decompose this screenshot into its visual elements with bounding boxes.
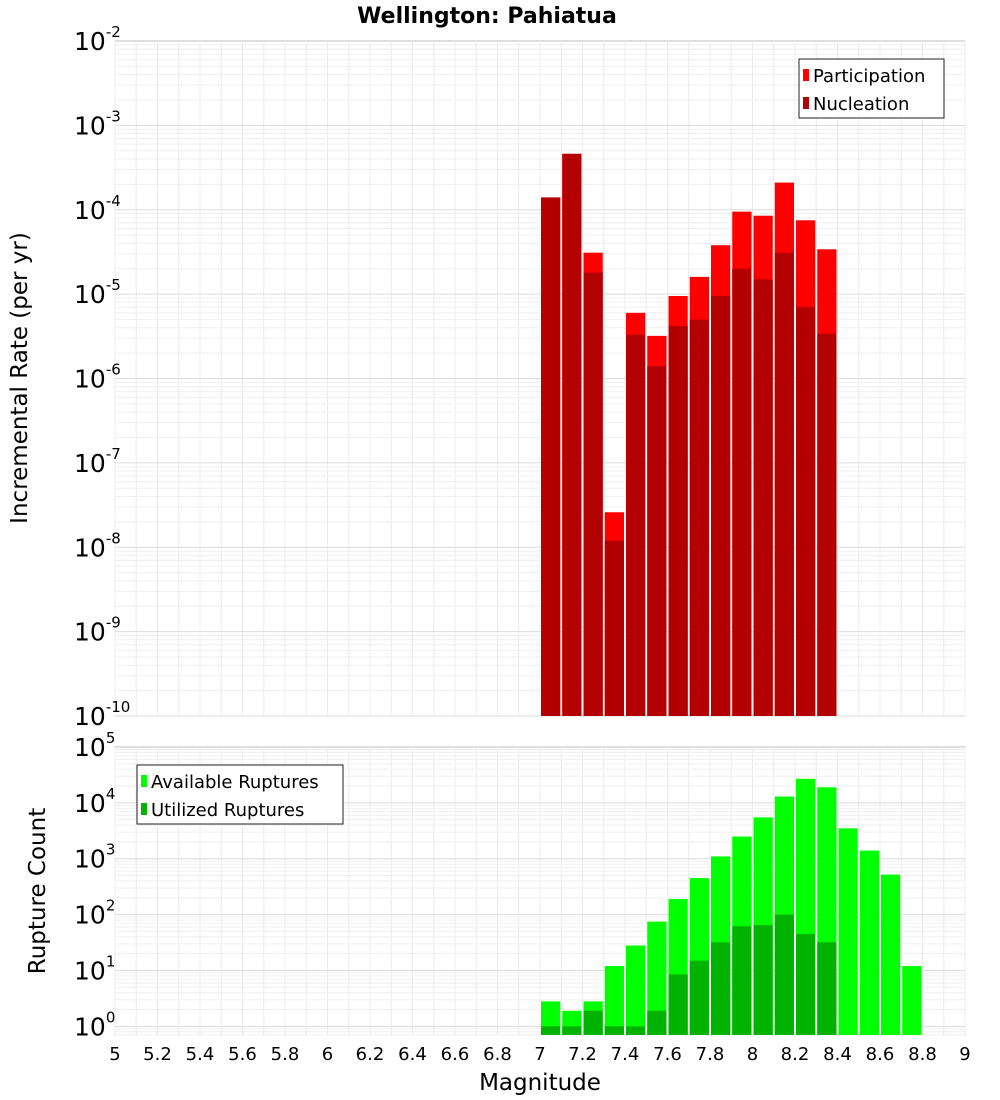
x-tick-label: 7.8: [696, 1044, 725, 1065]
legend-swatch: [803, 69, 809, 81]
x-tick-label: 6.2: [356, 1044, 385, 1065]
bar-utilized-ruptures: [562, 1026, 582, 1035]
top-panel: 10-10 10-9 10-8 10-7 10-6 10-5 10-4 10-3 10-2 In…: [7, 23, 966, 731]
bottom-gridlines: [114, 747, 966, 1036]
y-tick-label: 10-9: [74, 614, 121, 647]
bottom-bars: [541, 778, 922, 1035]
bar-nucleation: [562, 153, 582, 716]
y-tick-label: 105: [74, 729, 115, 762]
bar-nucleation: [541, 197, 561, 717]
bar-available-ruptures: [881, 874, 901, 1035]
bar-available-ruptures: [626, 945, 646, 1035]
x-tick-label: 6: [322, 1044, 333, 1065]
legend-entry: Nucleation: [813, 94, 909, 115]
bottom-y-axis-label: Rupture Count: [25, 808, 51, 974]
top-y-tick-labels: 10-10 10-9 10-8 10-7 10-6 10-5 10-4 10-3 10-2: [74, 23, 130, 731]
x-tick-label: 7.6: [653, 1044, 682, 1065]
bar-utilized-ruptures: [732, 926, 752, 1035]
bar-utilized-ruptures: [604, 1026, 624, 1035]
bar-nucleation: [626, 334, 646, 716]
bar-nucleation: [668, 325, 688, 716]
y-tick-label: 102: [74, 897, 115, 930]
bar-available-ruptures: [838, 828, 858, 1035]
y-tick-label: 10-4: [74, 192, 121, 225]
legend-swatch: [141, 803, 147, 815]
bar-available-ruptures: [604, 966, 624, 1035]
top-legend: Participation Nucleation: [798, 58, 945, 119]
x-tick-label: 6.4: [398, 1044, 427, 1065]
x-tick-label: 7.4: [611, 1044, 640, 1065]
x-tick-label: 5.8: [271, 1044, 300, 1065]
x-tick-label: 7.2: [568, 1044, 597, 1065]
bar-available-ruptures: [859, 850, 879, 1035]
bar-utilized-ruptures: [774, 914, 794, 1035]
bar-nucleation: [774, 252, 794, 716]
bar-utilized-ruptures: [668, 974, 688, 1035]
bottom-panel: 100 101 102 103 104 105 Rupture Count 5 5.2 5.4…: [25, 729, 971, 1096]
y-tick-label: 10-10: [74, 698, 130, 731]
x-tick-label: 5.6: [228, 1044, 257, 1065]
bar-utilized-ruptures: [541, 1026, 561, 1035]
bar-nucleation: [689, 319, 709, 716]
bar-nucleation: [711, 296, 731, 716]
bottom-y-tick-labels: 100 101 102 103 104 105: [74, 729, 115, 1041]
bar-nucleation: [732, 268, 752, 716]
x-tick-label: 6.8: [483, 1044, 512, 1065]
legend-box: [136, 764, 344, 825]
x-tick-labels: 5 5.2 5.4 5.6 5.8 6 6.2 6.4 6.6 6.8 7 7.2 7.4 7.6 7.8 8…: [109, 1044, 970, 1065]
y-tick-label: 101: [74, 952, 115, 985]
bar-nucleation: [604, 540, 624, 716]
bar-available-ruptures: [647, 921, 667, 1035]
top-y-axis-label: Incremental Rate (per yr): [7, 232, 33, 524]
bar-utilized-ruptures: [583, 1010, 603, 1035]
bar-available-ruptures: [902, 966, 922, 1035]
x-tick-label: 8.2: [781, 1044, 810, 1065]
bar-utilized-ruptures: [711, 942, 731, 1035]
bar-utilized-ruptures: [817, 942, 837, 1035]
y-tick-label: 10-2: [74, 23, 121, 56]
bar-nucleation: [796, 307, 816, 716]
bar-utilized-ruptures: [689, 960, 709, 1035]
top-gridlines: [114, 41, 966, 717]
y-tick-label: 104: [74, 785, 115, 818]
bar-utilized-ruptures: [647, 1010, 667, 1035]
x-tick-label: 7: [534, 1044, 545, 1065]
y-tick-label: 103: [74, 841, 115, 874]
y-tick-label: 10-7: [74, 445, 121, 478]
x-tick-label: 5: [109, 1044, 120, 1065]
x-axis-label: Magnitude: [479, 1070, 601, 1096]
bar-utilized-ruptures: [753, 925, 773, 1035]
bar-nucleation: [647, 366, 667, 716]
x-tick-label: 5.2: [143, 1044, 172, 1065]
x-tick-label: 8.6: [866, 1044, 895, 1065]
x-tick-label: 8.4: [823, 1044, 852, 1065]
bar-utilized-ruptures: [626, 1026, 646, 1035]
legend-entry: Utilized Ruptures: [151, 800, 304, 821]
x-tick-label: 5.4: [186, 1044, 215, 1065]
x-tick-label: 8: [747, 1044, 758, 1065]
bar-nucleation: [583, 272, 603, 716]
x-tick-label: 8.8: [908, 1044, 937, 1065]
legend-entry: Available Ruptures: [151, 772, 319, 793]
x-tick-label: 9: [959, 1044, 970, 1065]
bottom-legend: Available Ruptures Utilized Ruptures: [136, 764, 344, 825]
chart-title: Wellington: Pahiatua: [357, 4, 617, 29]
legend-box: [798, 58, 945, 119]
legend-swatch: [141, 775, 147, 787]
bar-utilized-ruptures: [796, 933, 816, 1035]
bar-nucleation: [817, 333, 837, 716]
y-tick-label: 10-8: [74, 529, 121, 562]
y-tick-label: 10-5: [74, 276, 121, 309]
top-bars: [541, 153, 837, 717]
x-tick-label: 6.6: [441, 1044, 470, 1065]
y-tick-label: 10-3: [74, 107, 121, 140]
y-tick-label: 100: [74, 1008, 115, 1041]
bar-nucleation: [753, 279, 773, 716]
legend-swatch: [803, 97, 809, 109]
legend-entry: Participation: [813, 66, 925, 87]
y-tick-label: 10-6: [74, 361, 121, 394]
